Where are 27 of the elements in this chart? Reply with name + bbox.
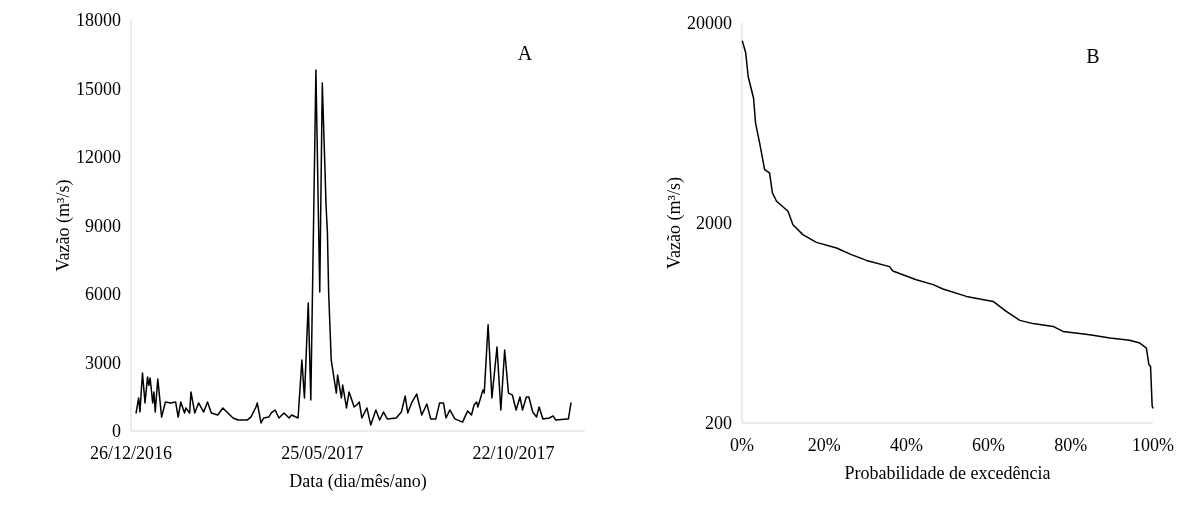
x-axis-title: Probabilidade de excedência bbox=[844, 463, 1051, 483]
y-tick-label: 9000 bbox=[85, 215, 121, 236]
y-axis-title: Vazão (m³/s) bbox=[53, 179, 74, 272]
line-series bbox=[741, 40, 1154, 409]
x-tick-label: 40% bbox=[889, 435, 923, 455]
x-axis-title: Data (dia/mês/ano) bbox=[289, 471, 427, 492]
x-tick-label: 26/12/2016 bbox=[89, 443, 173, 463]
x-tick-label: 0% bbox=[730, 435, 754, 455]
line-series bbox=[135, 69, 572, 426]
x-tick-label: 80% bbox=[1054, 435, 1088, 455]
y-tick-label: 0 bbox=[112, 421, 121, 442]
x-tick-label: 20% bbox=[807, 435, 841, 455]
y-tick-label: 200 bbox=[705, 413, 732, 434]
annotation: B bbox=[1086, 45, 1100, 67]
y-tick-label: 2000 bbox=[696, 213, 732, 234]
x-tick-label: 60% bbox=[972, 435, 1006, 455]
y-tick-label: 15000 bbox=[76, 78, 121, 99]
y-tick-label: 20000 bbox=[687, 13, 732, 34]
y-tick-label: 3000 bbox=[85, 352, 121, 373]
y-axis-title: Vazão (m³/s) bbox=[664, 177, 685, 269]
y-tick-label: 18000 bbox=[76, 10, 121, 31]
x-tick-label: 100% bbox=[1132, 435, 1174, 455]
x-tick-label: 22/10/2017 bbox=[472, 443, 555, 463]
annotation: A bbox=[517, 42, 533, 64]
y-tick-label: 12000 bbox=[76, 147, 121, 168]
x-tick-label: 25/05/2017 bbox=[281, 443, 364, 463]
y-tick-label: 6000 bbox=[85, 284, 121, 305]
